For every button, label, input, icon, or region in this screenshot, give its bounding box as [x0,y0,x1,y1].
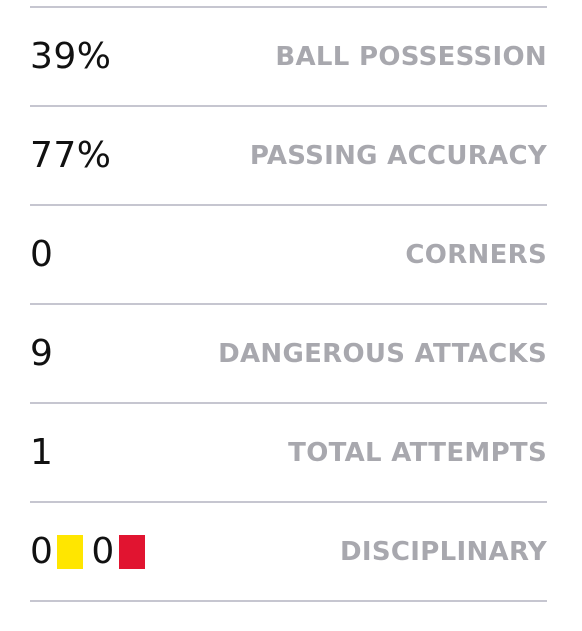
stat-row-ball-possession: 39% BALL POSSESSION [30,8,547,105]
divider [30,105,547,107]
stat-label: DISCIPLINARY [340,536,547,567]
stat-label: BALL POSSESSION [275,41,547,72]
disciplinary-values: 0 0 [30,531,145,572]
red-card-icon [118,534,145,569]
divider [30,402,547,404]
divider [30,303,547,305]
divider [30,600,547,602]
stat-value: 9 [30,333,54,374]
match-stats-panel: 39% BALL POSSESSION 77% PASSING ACCURACY… [30,0,547,602]
stat-value: 1 [30,432,54,473]
divider [30,501,547,503]
divider [30,204,547,206]
stat-value: 77% [30,135,112,176]
divider [30,6,547,8]
stat-label: CORNERS [405,239,547,270]
stat-row-dangerous-attacks: 9 DANGEROUS ATTACKS [30,305,547,402]
stat-row-total-attempts: 1 TOTAL ATTEMPTS [30,404,547,501]
yellow-card-icon [57,534,84,569]
stat-row-disciplinary: 0 0 DISCIPLINARY [30,503,547,600]
yellow-card-count: 0 [30,531,54,572]
stat-value: 39% [30,36,112,77]
stat-row-passing-accuracy: 77% PASSING ACCURACY [30,107,547,204]
red-card-count: 0 [91,531,115,572]
stat-label: TOTAL ATTEMPTS [288,437,547,468]
stat-row-corners: 0 CORNERS [30,206,547,303]
stat-label: DANGEROUS ATTACKS [218,338,547,369]
stat-label: PASSING ACCURACY [249,140,547,171]
stat-value: 0 [30,234,54,275]
